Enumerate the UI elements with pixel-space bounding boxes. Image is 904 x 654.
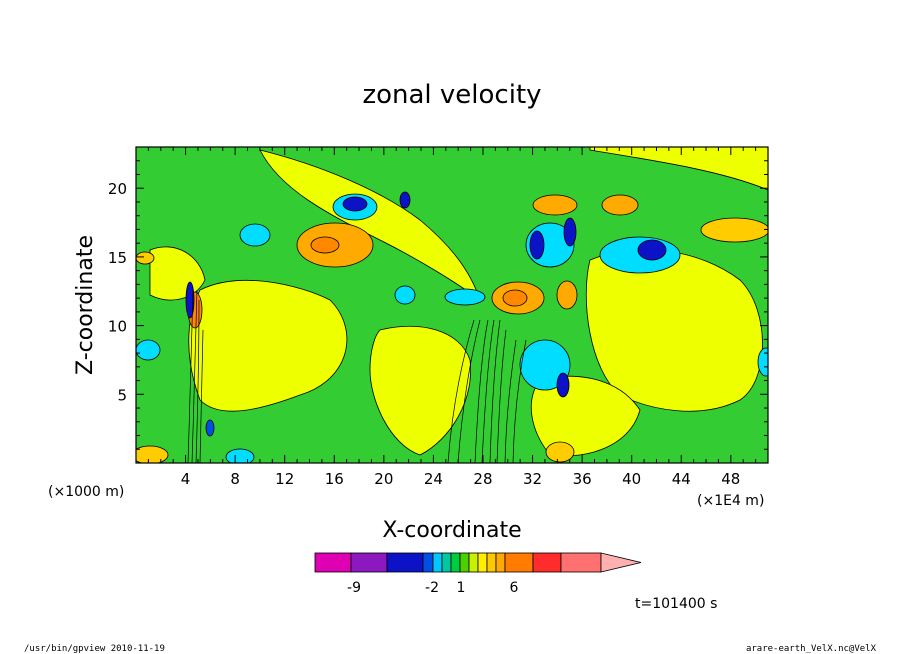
negative-anomaly-cyan-bottom xyxy=(225,448,255,463)
colorbar-segment xyxy=(314,552,352,573)
plot-area xyxy=(136,147,768,463)
positive-anomaly-x1 xyxy=(136,251,155,265)
colorbar-segment xyxy=(350,552,388,573)
colorbar: -9 -2 1 6 xyxy=(314,552,642,596)
x-tick-label: 32 xyxy=(523,470,542,488)
negative-anomaly-blue-21 xyxy=(399,191,411,209)
positive-anomaly-bottom-mid xyxy=(545,441,575,463)
negative-anomaly-cyan-right-low xyxy=(757,347,768,377)
negative-anomaly-cyan-11 xyxy=(239,223,271,247)
colorbar-segment xyxy=(477,552,488,573)
colorbar-segment xyxy=(459,552,470,573)
colorbar-segment xyxy=(432,552,443,573)
colorbar-label: 6 xyxy=(510,580,519,596)
negative-anomaly-blue-34-low xyxy=(556,372,570,398)
positive-anomaly-16-core xyxy=(310,236,340,254)
colorbar-label: -2 xyxy=(425,580,439,596)
colorbar-segment xyxy=(495,552,506,573)
footer-left: /usr/bin/gpview 2010-11-19 xyxy=(24,644,165,654)
y-axis-label: Z-coordinate xyxy=(73,235,98,375)
x-tick-label: 20 xyxy=(374,470,393,488)
negative-anomaly-cyan-28 xyxy=(444,288,486,306)
plot-frame xyxy=(135,146,769,464)
yellow-region-lower-middle xyxy=(530,375,641,457)
y-tick-label: 20 xyxy=(108,180,127,198)
positive-anomaly-35 xyxy=(556,280,578,310)
colorbar-segment xyxy=(532,552,562,573)
axis-ticks xyxy=(136,146,768,463)
yellow-region-bottom xyxy=(369,325,472,456)
negative-anomaly-cyan-32-low xyxy=(519,339,571,391)
colorbar-label: 1 xyxy=(457,580,466,596)
colorbar-segment xyxy=(441,552,452,573)
colorbar-segment xyxy=(504,552,534,573)
colorbar-segment xyxy=(560,552,602,573)
negative-anomaly-blue-35 xyxy=(563,217,577,247)
positive-anomaly-top-39 xyxy=(601,194,639,216)
x-tick-label: 44 xyxy=(672,470,691,488)
y-tick-label: 15 xyxy=(108,249,127,267)
contour-striations xyxy=(187,289,527,463)
colorbar-segment xyxy=(486,552,497,573)
positive-anomaly-right xyxy=(700,217,768,243)
negative-anomaly-blue-x4 xyxy=(185,281,195,319)
x-tick-label: 8 xyxy=(230,470,240,488)
colorbar-segment xyxy=(386,552,424,573)
x-tick-label: 4 xyxy=(181,470,191,488)
x-tick-label: 16 xyxy=(325,470,344,488)
x-tick-label: 28 xyxy=(473,470,492,488)
positive-anomaly-top-32 xyxy=(532,194,578,216)
x-tick-label: 40 xyxy=(622,470,641,488)
x-tick-label: 24 xyxy=(424,470,443,488)
x-unit-label: (×1E4 m) xyxy=(697,493,764,509)
x-tick-label: 12 xyxy=(275,470,294,488)
y-tick-label: 5 xyxy=(117,386,127,404)
colorbar-label: -9 xyxy=(347,580,361,596)
time-label: t=101400 s xyxy=(635,596,717,612)
chart-title: zonal velocity xyxy=(362,80,541,110)
colorbar-segment xyxy=(450,552,461,573)
colorbar-segment xyxy=(468,552,479,573)
yellow-region-right xyxy=(585,249,763,412)
negative-anomaly-blue-41 xyxy=(637,239,667,261)
colorbar-segment xyxy=(422,552,434,573)
x-tick-label: 36 xyxy=(573,470,592,488)
footer-right: arare-earth_VelX.nc@VelX xyxy=(746,644,877,654)
negative-anomaly-blue-33 xyxy=(529,230,545,260)
colorbar-extension-arrow xyxy=(600,552,642,573)
y-tick-label: 10 xyxy=(108,318,127,336)
x-axis-label: X-coordinate xyxy=(382,518,521,543)
y-unit-label: (×1000 m) xyxy=(48,484,124,500)
negative-anomaly-cyan-21 xyxy=(394,285,416,305)
yellow-region-left xyxy=(188,279,348,412)
positive-anomaly-31-core xyxy=(502,289,528,307)
positive-anomaly-bottom-left xyxy=(136,445,169,463)
negative-anomaly-blue-x6 xyxy=(205,419,215,437)
x-tick-label: 48 xyxy=(721,470,740,488)
negative-anomaly-cyan-1-low xyxy=(136,339,161,361)
negative-anomaly-blue-18 xyxy=(342,196,368,212)
